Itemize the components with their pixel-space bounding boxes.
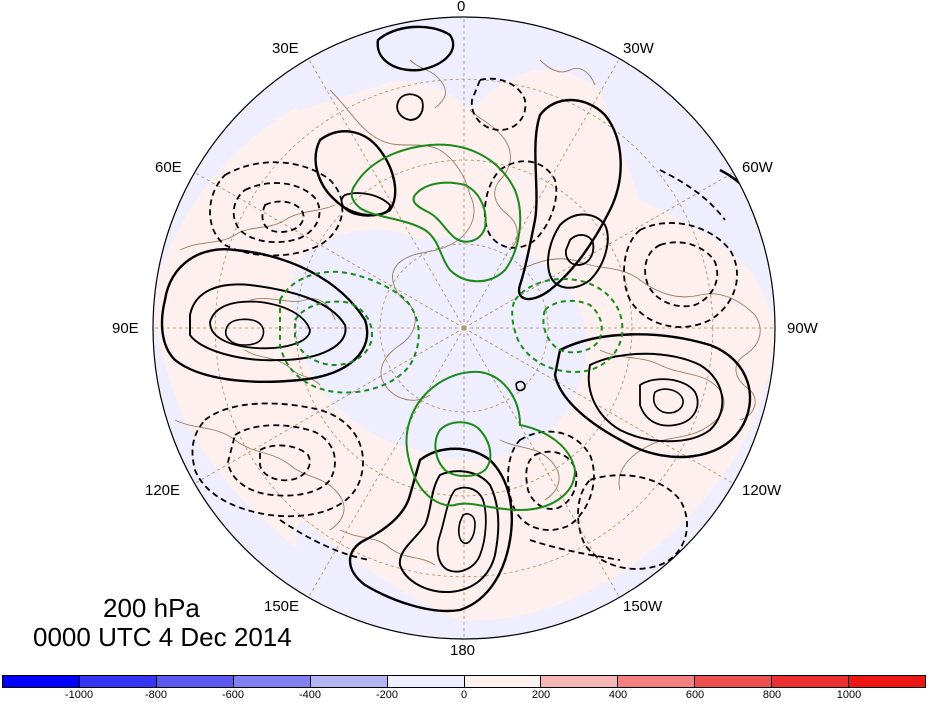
colorbar-segment [464,676,542,687]
colorbar-tick-label: -600 [221,689,245,701]
shading-layer [153,17,775,639]
lon-label-60w: 60W [742,159,773,176]
colorbar-segment [156,676,234,687]
colorbar-segment [849,676,926,687]
lon-label-90w: 90W [787,320,818,337]
meridian-line [308,58,465,329]
colorbar-segment [233,676,311,687]
time-title: 0000 UTC 4 Dec 2014 [33,622,292,652]
level-title: 200 hPa [103,593,200,623]
colorbar-tick-label: 400 [608,689,628,701]
colorbar-tick-label: -400 [298,689,322,701]
latitude-circle [379,243,549,413]
meridian-line [194,327,465,484]
lon-label-150w: 150W [623,598,663,615]
colorbar-tick-label: -200 [375,689,399,701]
lon-label-150e: 150E [264,598,300,615]
shading-negative-region [291,229,587,460]
colorbar-tick-label: 0 [460,689,468,701]
colorbar-segment [695,676,773,687]
lon-label-30w: 30W [623,40,654,57]
dashed-contours [191,77,738,570]
lon-label-30e: 30E [272,40,299,57]
colorbar-tick-label: 200 [531,689,551,701]
colorbar-tick-label: 1000 [836,689,862,701]
meridian-line [194,172,465,329]
colorbar-segment [618,676,696,687]
colorbar [2,675,926,688]
colorbar-segment [310,676,388,687]
globe-outline [152,16,776,640]
solid-contours [160,25,772,613]
shading-negative-region-4 [296,520,460,631]
coastlines [174,59,761,566]
latitude-circle [295,159,633,497]
colorbar-tick-label: 600 [685,689,705,701]
lon-label-90e: 90E [112,320,139,337]
meridian-line [308,327,465,598]
lon-label-120w: 120W [742,482,782,499]
lon-label-180: 180 [450,642,476,659]
meridian-line [463,172,734,329]
colorbar-tick-label: 800 [762,689,782,701]
meridian-line [463,58,620,329]
lon-label-120e: 120E [145,482,181,499]
colorbar-tick-label: -1000 [64,689,94,701]
colorbar-segment [79,676,157,687]
green-contours [279,143,624,512]
colorbar-segment [3,676,80,687]
colorbar-segment [772,676,850,687]
colorbar-segment [387,676,465,687]
colorbar-tick-label: -800 [144,689,168,701]
meridian-line [463,327,620,598]
colorbar-segment [541,676,619,687]
lon-label-0: 0 [457,0,466,15]
lon-label-60e: 60E [155,159,182,176]
